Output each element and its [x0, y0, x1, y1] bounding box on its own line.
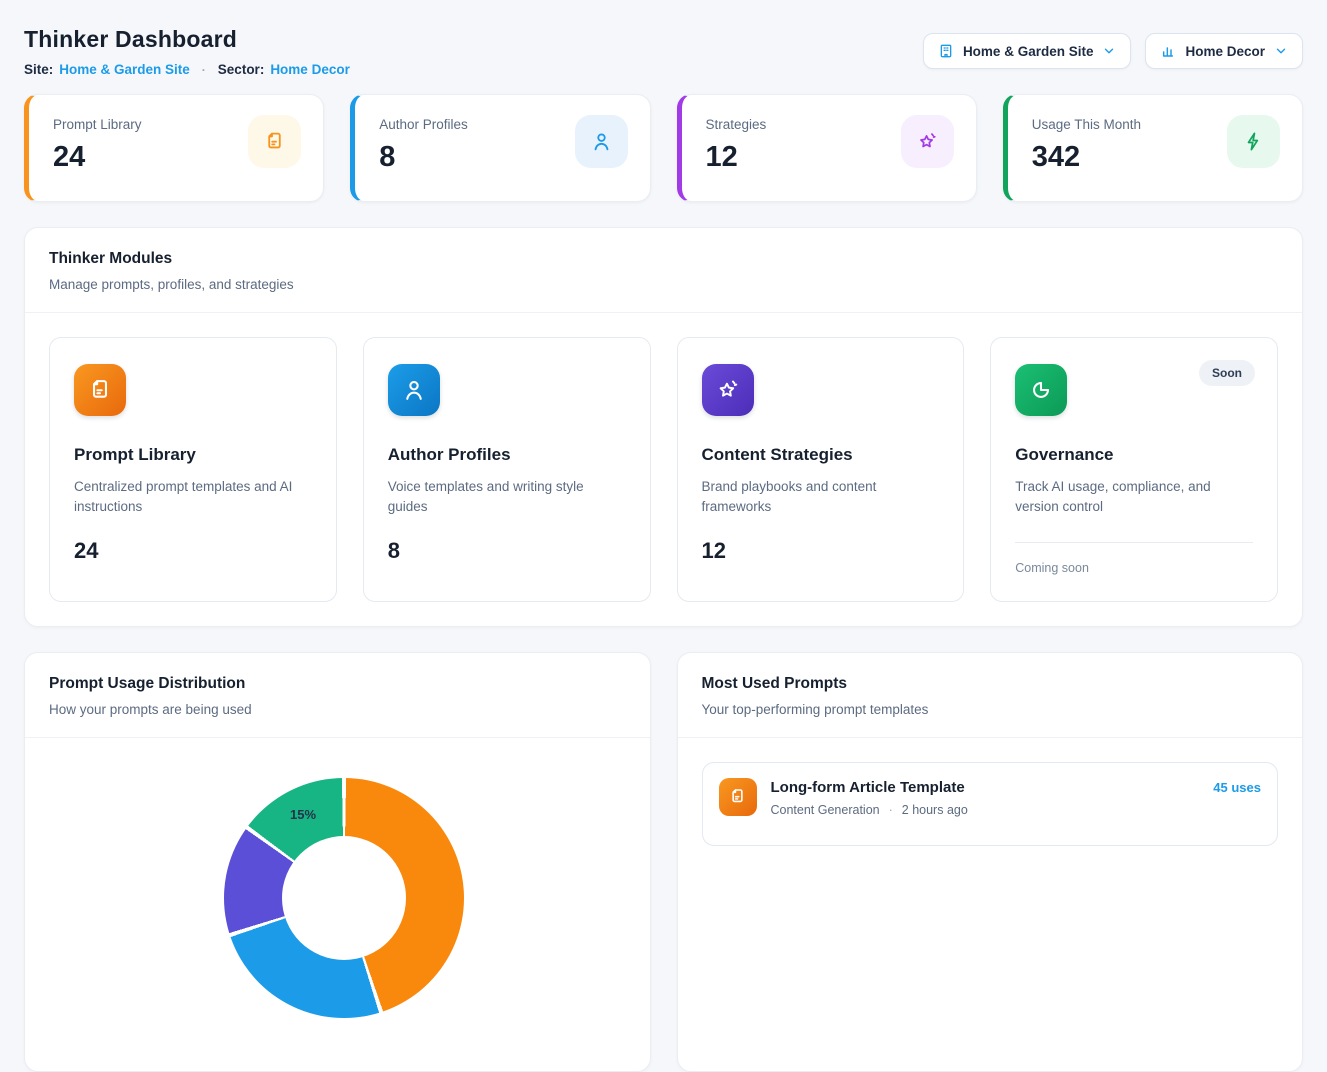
usage-panel-header: Prompt Usage Distribution How your promp… — [25, 653, 650, 738]
module-count: 24 — [74, 537, 99, 563]
document-icon — [248, 115, 302, 168]
site-label: Site: — [24, 62, 54, 77]
usage-distribution-panel: Prompt Usage Distribution How your promp… — [24, 651, 651, 1072]
prompt-item-meta: Content Generation · 2 hours ago — [771, 803, 1200, 817]
sector-selector-dropdown[interactable]: Home Decor — [1145, 33, 1303, 69]
module-card-content-strategies[interactable]: Content Strategies Brand playbooks and c… — [676, 337, 965, 602]
stat-value: 12 — [705, 141, 738, 173]
usage-chart-area: 15% — [25, 738, 650, 1068]
most-used-prompts-panel: Most Used Prompts Your top-performing pr… — [676, 651, 1303, 1072]
user-icon — [574, 115, 628, 168]
module-title: Governance — [1015, 445, 1114, 464]
page-title: Thinker Dashboard — [24, 26, 237, 52]
meta-dot: · — [888, 802, 893, 817]
stat-value: 342 — [1031, 141, 1081, 173]
modules-grid: Prompt Library Centralized prompt templa… — [25, 313, 1302, 626]
prompts-panel-header: Most Used Prompts Your top-performing pr… — [677, 653, 1302, 738]
module-description: Centralized prompt templates and AI inst… — [74, 479, 293, 515]
star-sparkle-icon — [900, 115, 954, 168]
module-card-prompt-library[interactable]: Prompt Library Centralized prompt templa… — [49, 337, 337, 602]
topbar: Thinker Dashboard Site: Home & Garden Si… — [24, 26, 1303, 77]
module-title: Author Profiles — [387, 445, 511, 464]
stat-card-usage: Usage This Month 342 — [1002, 94, 1303, 202]
prompt-item-title: Long-form Article Template — [770, 778, 965, 796]
modules-panel: Thinker Modules Manage prompts, profiles… — [24, 227, 1303, 627]
donut-slice-label: 15% — [289, 806, 317, 822]
module-description: Track AI usage, compliance, and version … — [1015, 479, 1211, 515]
modules-subtitle: Manage prompts, profiles, and strategies — [49, 277, 294, 292]
usage-donut-chart: 15% — [224, 777, 464, 1018]
modules-title: Thinker Modules — [49, 250, 173, 267]
prompts-panel-subtitle: Your top-performing prompt templates — [701, 701, 929, 717]
module-description: Brand playbooks and content frameworks — [701, 479, 877, 515]
modules-panel-header: Thinker Modules Manage prompts, profiles… — [25, 228, 1302, 313]
prompt-item-main: Long-form Article Template Content Gener… — [771, 778, 1200, 817]
module-description: Voice templates and writing style guides — [387, 479, 584, 515]
stat-label: Usage This Month — [1031, 117, 1142, 132]
star-sparkle-icon — [701, 364, 754, 416]
user-icon — [387, 364, 440, 416]
chevron-down-icon — [1274, 44, 1288, 58]
stat-label: Author Profiles — [379, 117, 468, 132]
stat-label: Strategies — [705, 117, 767, 132]
bar-chart-icon — [1160, 43, 1176, 59]
header-selectors: Home & Garden Site Home Decor — [922, 33, 1303, 69]
sector-link[interactable]: Home Decor — [270, 62, 350, 77]
prompt-item-time: 2 hours ago — [901, 802, 968, 817]
prompts-panel-title: Most Used Prompts — [701, 674, 848, 692]
stat-label: Prompt Library — [53, 117, 142, 132]
soon-badge: Soon — [1199, 360, 1255, 386]
module-title: Prompt Library — [74, 445, 196, 464]
pie-chart-icon — [1015, 364, 1068, 416]
document-icon — [74, 364, 126, 416]
prompt-item-category: Content Generation — [770, 802, 880, 817]
stat-value: 8 — [379, 141, 396, 173]
prompt-item-uses: 45 uses — [1213, 779, 1261, 795]
site-selector-label: Home & Garden Site — [962, 43, 1094, 59]
chevron-down-icon — [1102, 44, 1116, 58]
module-count: 8 — [387, 537, 400, 563]
stat-card-author-profiles: Author Profiles 8 — [350, 94, 651, 202]
usage-panel-title: Prompt Usage Distribution — [49, 674, 246, 692]
breadcrumb: Site: Home & Garden Site · Sector: Home … — [24, 62, 350, 77]
usage-panel-subtitle: How your prompts are being used — [49, 701, 252, 717]
module-divider — [1015, 541, 1253, 543]
coming-soon-text: Coming soon — [1015, 560, 1089, 575]
module-card-author-profiles[interactable]: Author Profiles Voice templates and writ… — [362, 337, 651, 602]
document-icon — [718, 777, 757, 816]
sector-label: Sector: — [217, 62, 265, 77]
stat-value: 24 — [53, 141, 86, 173]
stat-card-strategies: Strategies 12 — [676, 94, 977, 202]
breadcrumb-dot: · — [201, 62, 206, 77]
prompt-list-item[interactable]: Long-form Article Template Content Gener… — [701, 761, 1278, 846]
lightning-icon — [1227, 115, 1280, 168]
stat-card-prompt-library: Prompt Library 24 — [24, 94, 325, 202]
bottom-row: Prompt Usage Distribution How your promp… — [24, 651, 1303, 1072]
prompt-list: Long-form Article Template Content Gener… — [678, 738, 1303, 870]
site-selector-dropdown[interactable]: Home & Garden Site — [922, 33, 1132, 69]
module-card-governance[interactable]: Soon Governance Track AI usage, complian… — [990, 337, 1278, 602]
sector-selector-label: Home Decor — [1185, 43, 1265, 59]
header-left: Thinker Dashboard Site: Home & Garden Si… — [24, 26, 350, 77]
site-link[interactable]: Home & Garden Site — [59, 62, 190, 77]
stats-row: Prompt Library 24 Author Profiles 8 Stra… — [24, 94, 1303, 202]
module-title: Content Strategies — [701, 445, 853, 464]
building-icon — [938, 43, 954, 59]
module-count: 12 — [701, 537, 726, 563]
